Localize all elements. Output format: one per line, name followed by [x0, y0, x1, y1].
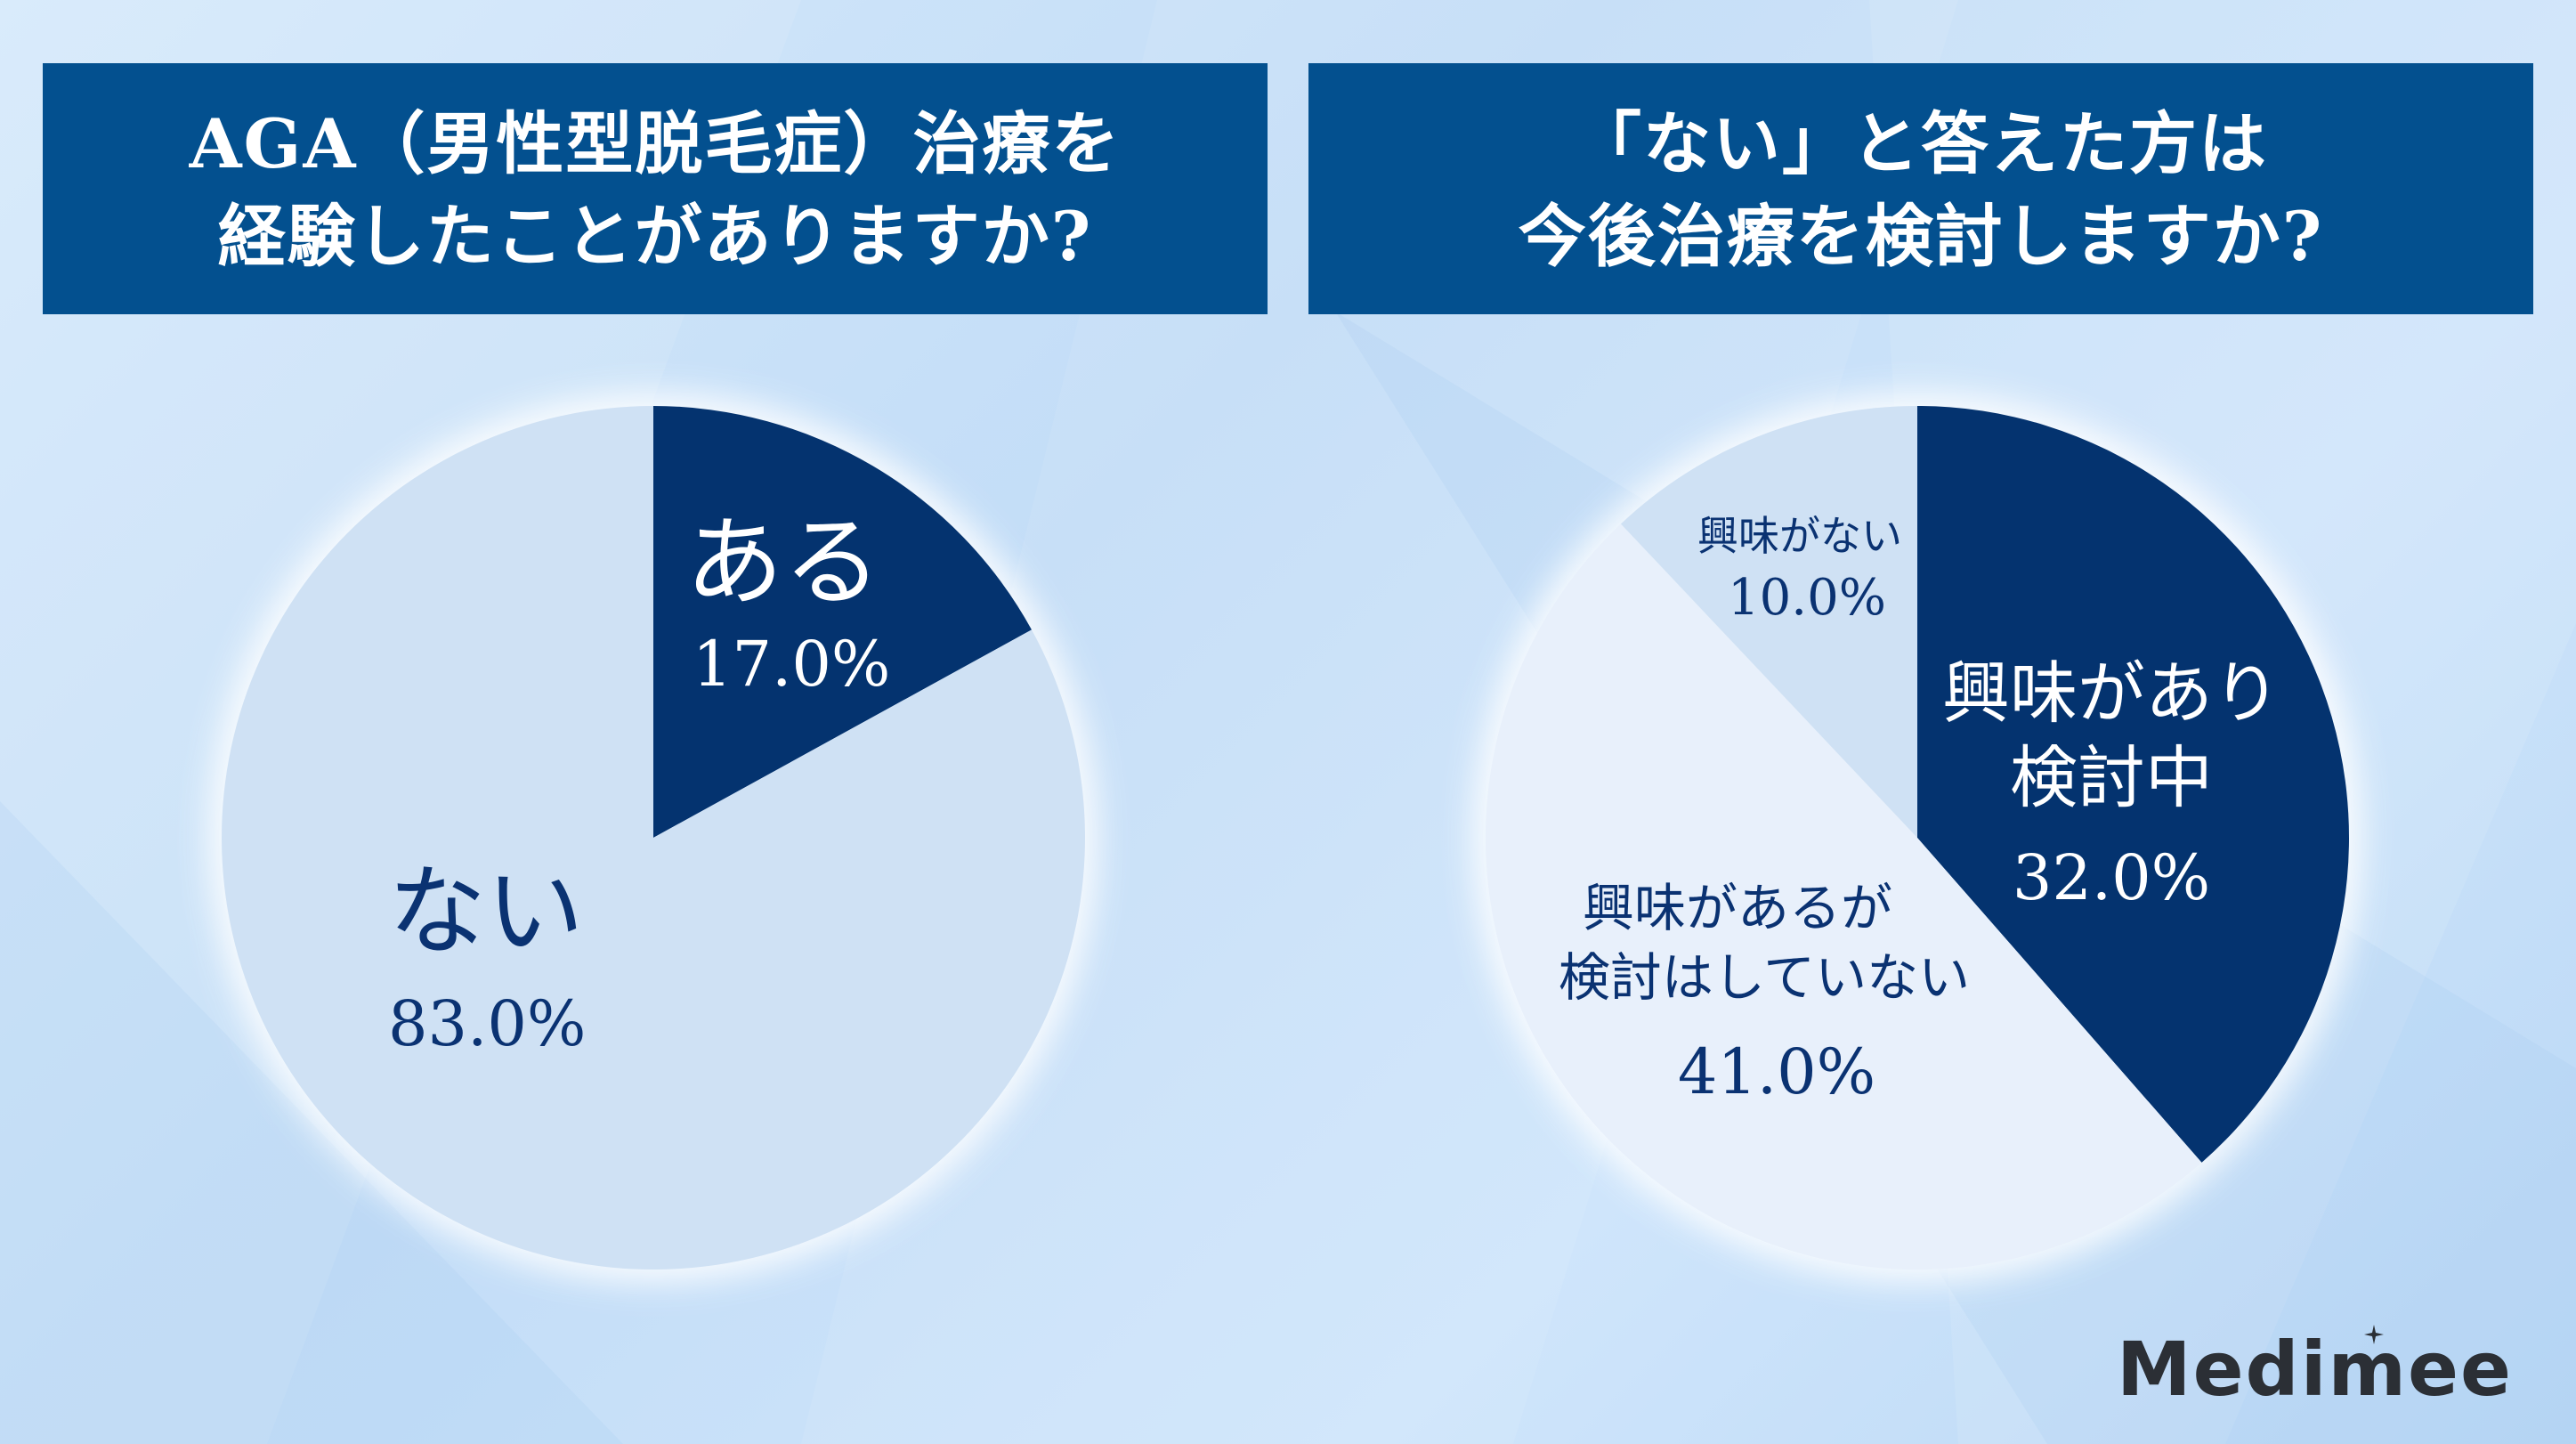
- right-question-line-2: 今後治療を検討しますか?: [1518, 197, 2324, 276]
- pie-right-slice-2: [1620, 406, 1917, 838]
- pie-left-slice-1: [222, 406, 1086, 1270]
- pie-right-slice-0: [1917, 406, 2350, 1163]
- slice-value-considering: 32.0%: [2013, 841, 2210, 914]
- slice-value-not-interested: 10.0%: [1728, 569, 1886, 627]
- left-pie: [222, 406, 1086, 1270]
- slice-label-considering-1: 興味があり: [1942, 653, 2280, 733]
- right-pie: [1486, 406, 2350, 1270]
- slice-label-considering-2: 検討中: [2010, 738, 2213, 817]
- left-question-line-2: 経験したことがありますか?: [217, 197, 1093, 276]
- left-question-line-1: AGA（男性型脱毛症）治療を: [189, 104, 1122, 183]
- sparkle-icon: [2364, 1325, 2384, 1344]
- left-pie-labels: ある 17.0% ない 83.0%: [388, 506, 890, 1060]
- slice-value-interested: 41.0%: [1678, 1035, 1875, 1108]
- left-question-banner: AGA（男性型脱毛症）治療を 経験したことがありますか?: [43, 63, 1268, 314]
- medimee-logo: Medimee: [2117, 1326, 2513, 1413]
- slice-label-not-interested: 興味がない: [1697, 512, 1902, 560]
- pie-right-slice-1: [1486, 523, 2202, 1270]
- slice-label-interested-2: 検討はしていない: [1559, 947, 1970, 1008]
- slice-label-nai: ない: [388, 855, 584, 969]
- slice-label-aru: ある: [685, 506, 881, 620]
- pie-left-slice-0: [653, 406, 1033, 838]
- slice-label-interested-1: 興味があるが: [1583, 878, 1892, 938]
- slice-value-nai: 83.0%: [388, 987, 586, 1060]
- right-question-line-1: 「ない」と答えた方は: [1574, 104, 2268, 183]
- right-question-banner: 「ない」と答えた方は 今後治療を検討しますか?: [1308, 63, 2533, 314]
- slice-value-aru: 17.0%: [693, 628, 890, 701]
